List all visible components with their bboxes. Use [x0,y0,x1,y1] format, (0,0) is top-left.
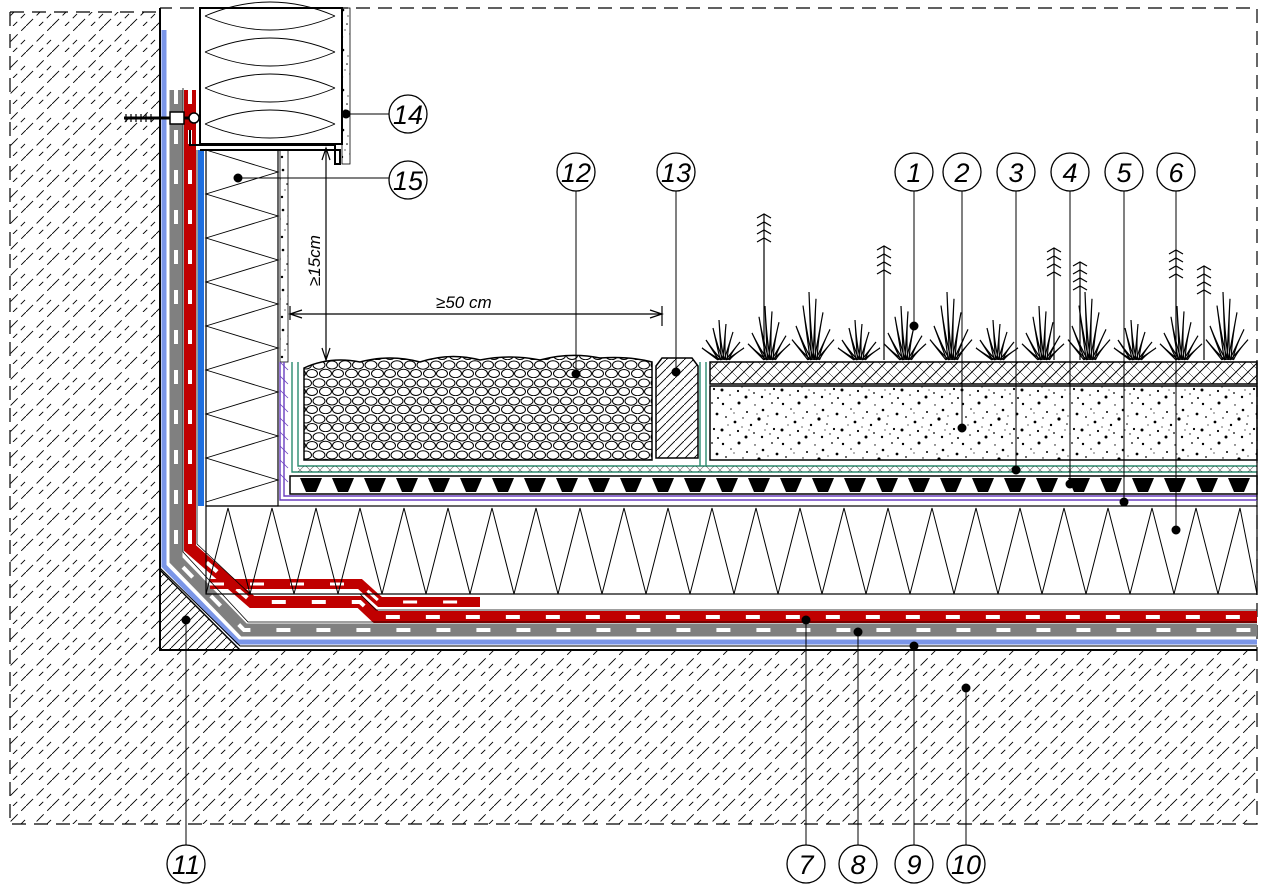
callout-number: 14 [393,100,423,130]
callout-circle [786,844,826,884]
callout-number: 7 [798,850,814,880]
primer-layer [161,30,1257,645]
callout-circle [1156,152,1196,192]
drainage-layers [279,360,1258,501]
callout-3: 3 [996,152,1036,192]
callout-8: 8 [838,844,878,884]
concrete-wall [10,12,160,824]
callout-number: 1 [906,158,921,188]
callout-13: 13 [656,152,696,192]
callout-circle [894,844,934,884]
callout-9: 9 [894,844,934,884]
callout-number: 5 [1116,158,1132,188]
grey-membrane-layer [169,90,1257,637]
anchor-screw [124,111,200,125]
callout-number: 10 [951,850,981,880]
callout-number: 3 [1008,158,1023,188]
dimension-vertical: ≥15cm [305,146,331,362]
callout-number: 8 [850,850,865,880]
facade-insulation-block [124,1,351,165]
vegetation [701,213,1249,361]
callout-leaders [181,109,1181,846]
callout-12: 12 [556,152,596,192]
callout-circle [946,844,986,884]
callout-circle [388,94,428,134]
callout-number: 11 [172,850,200,880]
break-line [9,7,1258,825]
callout-number: 4 [1062,158,1077,188]
callout-circle [166,844,206,884]
callout-number: 12 [561,158,591,188]
callout-circle [656,152,696,192]
callout-14: 14 [388,94,428,134]
roof-insulation [205,505,1258,595]
callout-4: 4 [1050,152,1090,192]
substrate-layer [709,361,1258,461]
callout-5: 5 [1104,152,1144,192]
vapour-barrier-strip [198,150,204,506]
dimension-vertical-label: ≥15cm [305,235,324,286]
wall-insulation [204,149,289,507]
callout-number: 9 [906,850,921,880]
callout-circle [838,844,878,884]
callout-circle [942,152,982,192]
callout-circle [1104,152,1144,192]
callout-10: 10 [946,844,986,884]
callout-7: 7 [786,844,826,884]
waterproofing-layers [159,30,1257,647]
cant-strip [159,568,242,651]
concrete-slab [160,650,1257,824]
callout-6: 6 [1156,152,1196,192]
callout-number: 6 [1168,158,1184,188]
callout-1: 1 [894,152,934,192]
callout-circle [996,152,1036,192]
callout-circle [894,152,934,192]
callout-number: 15 [393,166,424,196]
dimension-horizontal: ≥50 cm [288,293,664,326]
edge-kerb [655,357,699,459]
dimension-horizontal-label: ≥50 cm [436,293,492,312]
concrete-structure [9,7,1258,825]
callout-number: 13 [661,158,691,188]
callout-2: 2 [942,152,982,192]
callout-circle [556,152,596,192]
callout-circle [1050,152,1090,192]
callout-circle [388,160,428,200]
callout-11: 11 [166,844,206,884]
gravel-strip [303,354,653,461]
callout-15: 15 [388,160,428,200]
callout-number: 2 [953,158,969,188]
